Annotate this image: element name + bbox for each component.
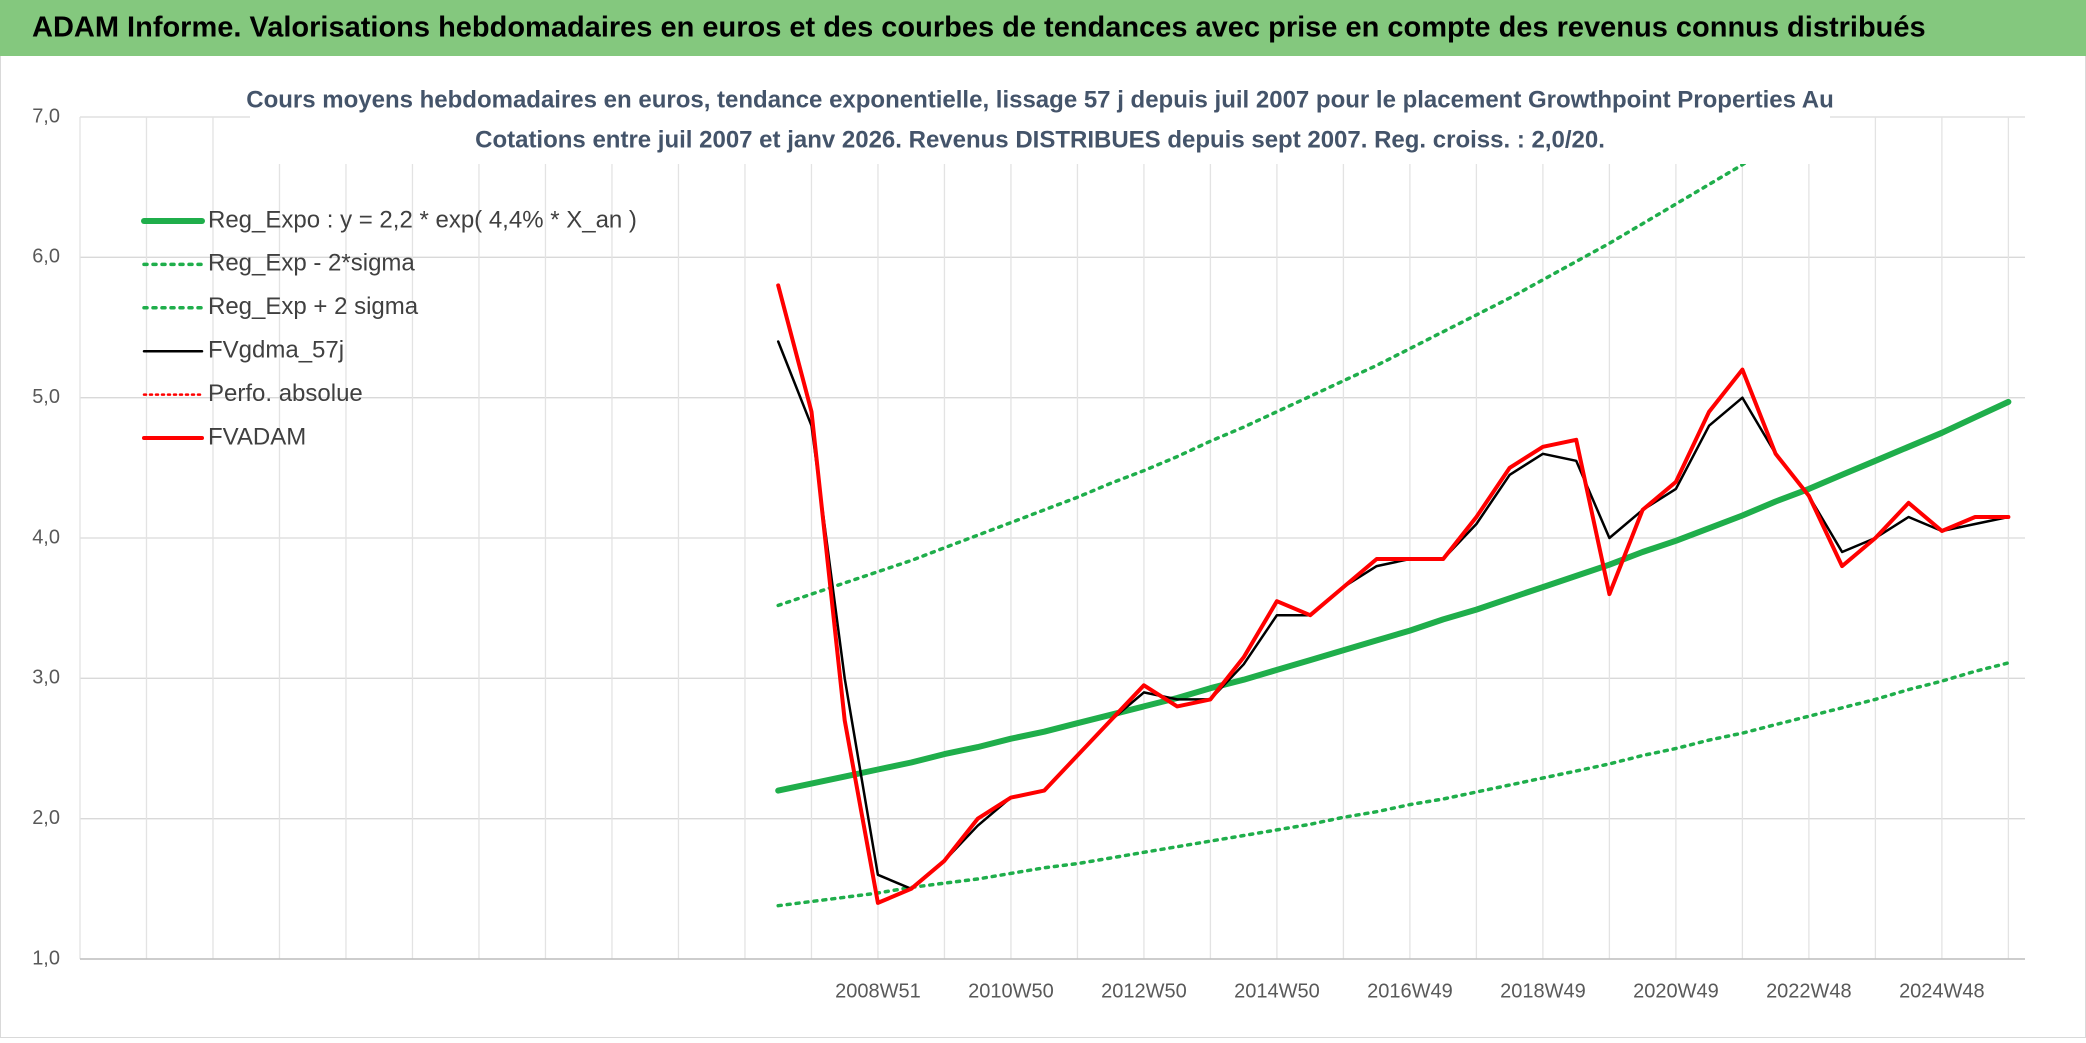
x-tick-label: 2010W50 <box>968 980 1054 1002</box>
x-tick-label: 2008W51 <box>835 980 921 1002</box>
legend-label: Reg_Expo : y = 2,2 * exp( 4,4% * X_an ) <box>208 206 637 233</box>
x-tick-label: 2018W49 <box>1500 980 1586 1002</box>
x-tick-label: 2024W48 <box>1899 980 1985 1002</box>
chart-title: Cours moyens hebdomadaires en euros, ten… <box>246 86 1834 113</box>
legend-label: Reg_Exp - 2*sigma <box>208 250 415 277</box>
header-title: ADAM Informe. Valorisations hebdomadaire… <box>32 12 1926 44</box>
chart-subtitle: Cotations entre juil 2007 et janv 2026. … <box>475 126 1605 153</box>
legend: Reg_Expo : y = 2,2 * exp( 4,4% * X_an ) R… <box>141 206 637 450</box>
y-tick-label: 3,0 <box>32 667 60 689</box>
y-tick-label: 4,0 <box>32 526 60 548</box>
legend-label: FVADAM <box>208 423 306 450</box>
series-line <box>776 283 2011 905</box>
x-tick-label: 2016W49 <box>1367 980 1453 1002</box>
series-line <box>776 661 2011 908</box>
y-tick-label: 5,0 <box>32 386 60 408</box>
x-tick-label: 2014W50 <box>1234 980 1320 1002</box>
header-bar <box>0 0 2086 56</box>
y-tick-label: 6,0 <box>32 246 60 268</box>
title-background <box>250 84 1830 164</box>
legend-label: Perfo. absolue <box>208 380 363 407</box>
y-tick-label: 2,0 <box>32 807 60 829</box>
plot <box>775 112 2012 908</box>
legend-label: Reg_Exp + 2 sigma <box>208 293 419 320</box>
x-tick-label: 2022W48 <box>1766 980 1852 1002</box>
x-tick-label: 2020W49 <box>1633 980 1719 1002</box>
x-tick-label: 2012W50 <box>1101 980 1187 1002</box>
y-tick-label: 1,0 <box>32 947 60 969</box>
y-tick-label: 7,0 <box>32 105 60 127</box>
legend-label: FVgdma_57j <box>208 337 344 364</box>
